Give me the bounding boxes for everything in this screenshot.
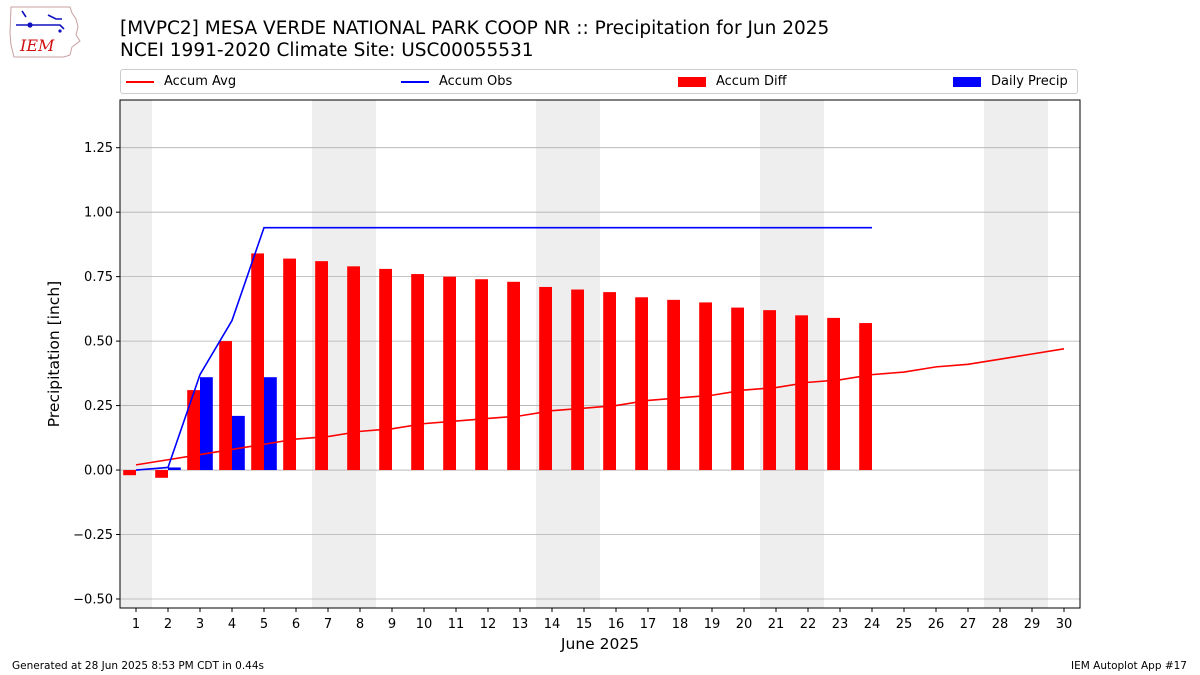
x-tick-label: 2 bbox=[164, 617, 172, 632]
x-tick-label: 13 bbox=[512, 617, 529, 632]
x-tick-label: 12 bbox=[480, 617, 497, 632]
bar-accum-diff bbox=[763, 310, 776, 471]
iowa-outline-icon bbox=[9, 6, 81, 58]
x-tick-label: 28 bbox=[992, 617, 1009, 632]
y-tick-label: 0.50 bbox=[84, 335, 113, 350]
bar-accum-diff bbox=[411, 274, 424, 471]
bar-accum-diff bbox=[859, 323, 872, 471]
bar-accum-diff bbox=[475, 279, 488, 471]
x-tick-label: 20 bbox=[736, 617, 753, 632]
x-tick-label: 19 bbox=[704, 617, 721, 632]
legend-item-accum-avg: Accum Avg bbox=[126, 74, 236, 90]
bar-daily-precip bbox=[200, 377, 213, 471]
x-axis-label: June 2025 bbox=[560, 635, 639, 653]
line-accum-obs bbox=[135, 226, 872, 471]
y-tick-label: −0.50 bbox=[73, 592, 113, 607]
x-tick-label: 16 bbox=[608, 617, 625, 632]
bar-accum-diff bbox=[795, 315, 808, 471]
y-axis-label: Precipitation [inch] bbox=[45, 281, 63, 427]
x-tick-label: 6 bbox=[292, 617, 300, 632]
legend: Accum Avg Accum Obs Accum Diff Daily Pre… bbox=[120, 69, 1078, 94]
bar-accum-diff bbox=[219, 341, 232, 471]
x-tick-label: 21 bbox=[768, 617, 785, 632]
bar-accum-diff bbox=[827, 317, 840, 471]
legend-label: Accum Avg bbox=[164, 74, 237, 89]
footer-app: IEM Autoplot App #17 bbox=[1071, 660, 1187, 672]
x-tick-label: 4 bbox=[228, 617, 236, 632]
weekend-band bbox=[120, 100, 152, 608]
legend-item-accum-diff: Accum Diff bbox=[678, 74, 787, 90]
footer-generated: Generated at 28 Jun 2025 8:53 PM CDT in … bbox=[12, 660, 265, 672]
x-tick-label: 17 bbox=[640, 617, 657, 632]
y-tick-label: 1.00 bbox=[84, 206, 113, 221]
legend-swatch bbox=[953, 76, 981, 87]
x-tick-label: 25 bbox=[896, 617, 913, 632]
bar-accum-diff bbox=[635, 297, 648, 471]
x-tick-label: 24 bbox=[864, 617, 881, 632]
chart-title: [MVPC2] MESA VERDE NATIONAL PARK COOP NR… bbox=[120, 18, 830, 39]
legend-item-daily-precip: Daily Precip bbox=[953, 74, 1068, 90]
legend-swatch bbox=[678, 76, 706, 87]
y-tick-label: −0.25 bbox=[73, 528, 113, 543]
x-tick-label: 15 bbox=[576, 617, 593, 632]
line-accum-avg bbox=[135, 348, 1065, 466]
bar-accum-diff bbox=[379, 268, 392, 471]
y-tick-label: 0.00 bbox=[84, 464, 113, 479]
legend-label: Accum Diff bbox=[716, 74, 787, 89]
y-tick-label: 0.25 bbox=[84, 399, 113, 414]
legend-label: Accum Obs bbox=[439, 74, 513, 89]
x-tick-label: 29 bbox=[1024, 617, 1041, 632]
weekend-band bbox=[984, 100, 1016, 608]
bar-accum-diff bbox=[699, 302, 712, 471]
bar-accum-diff bbox=[187, 390, 200, 471]
bar-daily-precip bbox=[168, 467, 181, 471]
bar-accum-diff bbox=[667, 299, 680, 471]
legend-swatch bbox=[126, 80, 154, 83]
x-tick-label: 5 bbox=[260, 617, 268, 632]
x-tick-label: 27 bbox=[960, 617, 977, 632]
station-dot-icon bbox=[58, 29, 62, 33]
x-tick-label: 9 bbox=[388, 617, 396, 632]
iem-logo: IEM bbox=[9, 6, 81, 58]
logo-text: IEM bbox=[19, 36, 55, 55]
y-tick-label: 1.25 bbox=[84, 141, 113, 156]
x-tick-label: 26 bbox=[928, 617, 945, 632]
legend-item-accum-obs: Accum Obs bbox=[401, 74, 512, 90]
bar-accum-diff bbox=[315, 261, 328, 471]
x-tick-label: 1 bbox=[132, 617, 140, 632]
plot-frame bbox=[119, 99, 1081, 609]
legend-swatch bbox=[401, 80, 429, 83]
bar-accum-diff bbox=[731, 307, 744, 471]
x-tick-label: 3 bbox=[196, 617, 204, 632]
bar-accum-diff bbox=[283, 258, 296, 471]
station-dot-icon bbox=[27, 22, 33, 28]
chart-subtitle: NCEI 1991-2020 Climate Site: USC00055531 bbox=[120, 40, 534, 61]
bar-accum-diff bbox=[155, 470, 168, 478]
bar-accum-diff bbox=[347, 266, 360, 471]
bar-accum-diff bbox=[539, 286, 552, 471]
x-tick-label: 30 bbox=[1056, 617, 1073, 632]
x-tick-label: 14 bbox=[544, 617, 561, 632]
x-tick-label: 18 bbox=[672, 617, 689, 632]
bar-accum-diff bbox=[571, 289, 584, 471]
bar-accum-diff bbox=[251, 253, 264, 471]
x-tick-label: 7 bbox=[324, 617, 332, 632]
x-tick-label: 10 bbox=[416, 617, 433, 632]
y-tick-label: 0.75 bbox=[84, 270, 113, 285]
bar-accum-diff bbox=[507, 281, 520, 471]
legend-label: Daily Precip bbox=[991, 74, 1068, 89]
bar-accum-diff bbox=[603, 292, 616, 471]
bar-accum-diff bbox=[443, 276, 456, 471]
x-tick-label: 8 bbox=[356, 617, 364, 632]
x-tick-label: 22 bbox=[800, 617, 817, 632]
bar-accum-diff bbox=[123, 470, 136, 476]
bar-daily-precip bbox=[264, 377, 277, 471]
x-tick-label: 23 bbox=[832, 617, 849, 632]
x-tick-label: 11 bbox=[448, 617, 465, 632]
bar-daily-precip bbox=[232, 415, 245, 471]
